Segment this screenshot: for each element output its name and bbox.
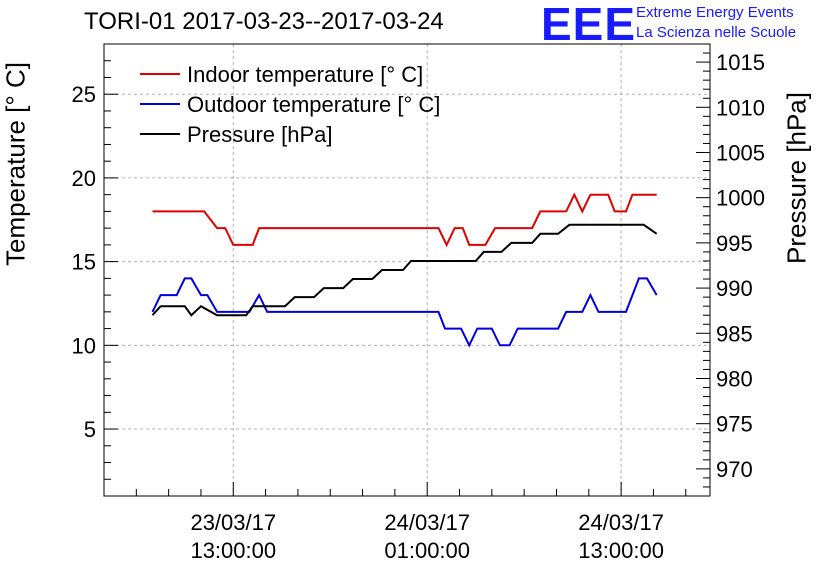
y-left-tick-label: 20: [72, 166, 96, 191]
x-tick-label-time: 13:00:00: [190, 538, 276, 563]
eee-logo: EEE: [541, 0, 637, 50]
y-right-tick-label: 995: [716, 231, 753, 256]
y-left-tick-label: 25: [72, 82, 96, 107]
x-tick-label-date: 24/03/17: [578, 510, 664, 535]
legend-label: Outdoor temperature [° C]: [187, 92, 440, 117]
y-axis-left-label: Temperature [° C]: [0, 61, 31, 267]
y-right-tick-label: 980: [716, 366, 753, 391]
logo-subtitle-1: Extreme Energy Events: [636, 4, 794, 21]
y-right-tick-label: 975: [716, 412, 753, 437]
y-left-tick-label: 10: [72, 333, 96, 358]
y-left-tick-label: 5: [84, 417, 96, 442]
y-left-tick-label: 15: [72, 250, 96, 275]
y-right-tick-label: 985: [716, 321, 753, 346]
x-tick-label-time: 13:00:00: [578, 538, 664, 563]
y-right-tick-label: 990: [716, 276, 753, 301]
logo-subtitle-2: La Scienza nelle Scuole: [636, 24, 797, 41]
series-line: [151, 223, 658, 317]
y-right-tick-label: 1015: [716, 50, 765, 75]
x-tick-label-date: 23/03/17: [190, 510, 276, 535]
y-right-tick-label: 1005: [716, 140, 765, 165]
x-tick-label-time: 01:00:00: [384, 538, 470, 563]
legend-label: Indoor temperature [° C]: [187, 62, 423, 87]
legend-label: Pressure [hPa]: [187, 122, 333, 147]
series-line: [151, 277, 658, 348]
y-right-tick-label: 1000: [716, 186, 765, 211]
x-tick-label-date: 24/03/17: [384, 510, 470, 535]
series-line: [152, 192, 657, 248]
y-right-tick-label: 970: [716, 457, 753, 482]
y-right-tick-label: 1010: [716, 95, 765, 120]
y-axis-right-label: Pressure [hPa]: [781, 92, 812, 264]
chart-title: TORI-01 2017-03-23--2017-03-24: [84, 8, 444, 35]
